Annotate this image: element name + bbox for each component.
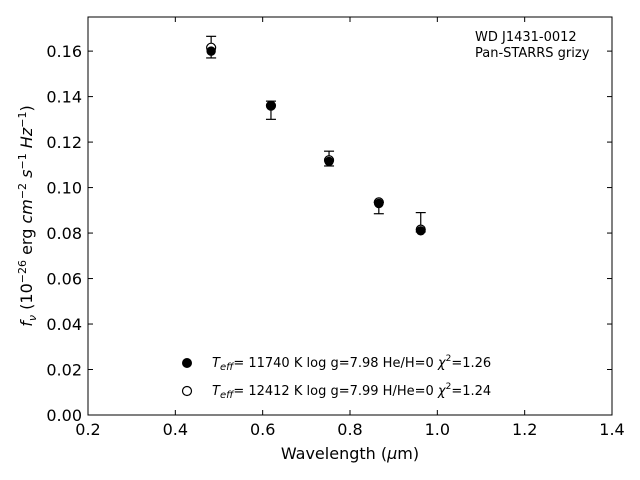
model-point-filled	[266, 100, 276, 111]
model-point-filled	[374, 198, 384, 209]
y-tick-label: 0.08	[46, 224, 82, 243]
legend-label-model-2: Teff= 12412 K log g=7.99 H/He=0 χ2=1.24	[212, 382, 491, 401]
y-tick-label: 0.14	[46, 88, 82, 107]
x-axis: 0.2 0.4 0.6 0.8 1.0 1.2 1.4	[75, 17, 625, 439]
legend-label-model-1: Teff= 11740 K log g=7.98 He/H=0 χ2=1.26	[212, 354, 491, 373]
model-point-filled	[324, 156, 334, 167]
x-tick-label: 0.6	[250, 420, 275, 439]
y-tick-label: 0.00	[46, 406, 82, 425]
y-tick-label: 0.10	[46, 179, 82, 198]
y-axis: 0.00 0.02 0.04 0.06 0.08 0.10 0.12 0.14 0.16	[46, 42, 612, 425]
x-tick-label: 0.8	[337, 420, 362, 439]
legend-marker-open	[181, 385, 193, 397]
x-tick-label: 1.2	[512, 420, 537, 439]
x-tick-label: 1.0	[425, 420, 450, 439]
data-marks	[206, 35, 426, 236]
y-axis-label: fν (10−26 erg cm−2 s−1 Hz−1)	[16, 105, 39, 326]
x-axis-label: Wavelength (μm)	[281, 444, 419, 463]
x-tick-label: 0.4	[163, 420, 188, 439]
y-tick-label: 0.06	[46, 270, 82, 289]
y-tick-label: 0.02	[46, 361, 82, 380]
legend-marker-filled	[182, 358, 192, 368]
y-tick-label: 0.04	[46, 315, 82, 334]
photometry-label: Pan-STARRS grizy	[475, 46, 590, 61]
object-name: WD J1431-0012	[475, 30, 577, 45]
y-tick-label: 0.12	[46, 133, 82, 152]
model-point-filled	[416, 226, 426, 236]
legend: Teff= 11740 K log g=7.98 He/H=0 χ2=1.26 …	[181, 354, 491, 401]
y-tick-label: 0.16	[46, 42, 82, 61]
x-tick-label: 0.2	[75, 420, 100, 439]
model-point-filled	[206, 46, 216, 56]
x-tick-label: 1.4	[599, 420, 624, 439]
